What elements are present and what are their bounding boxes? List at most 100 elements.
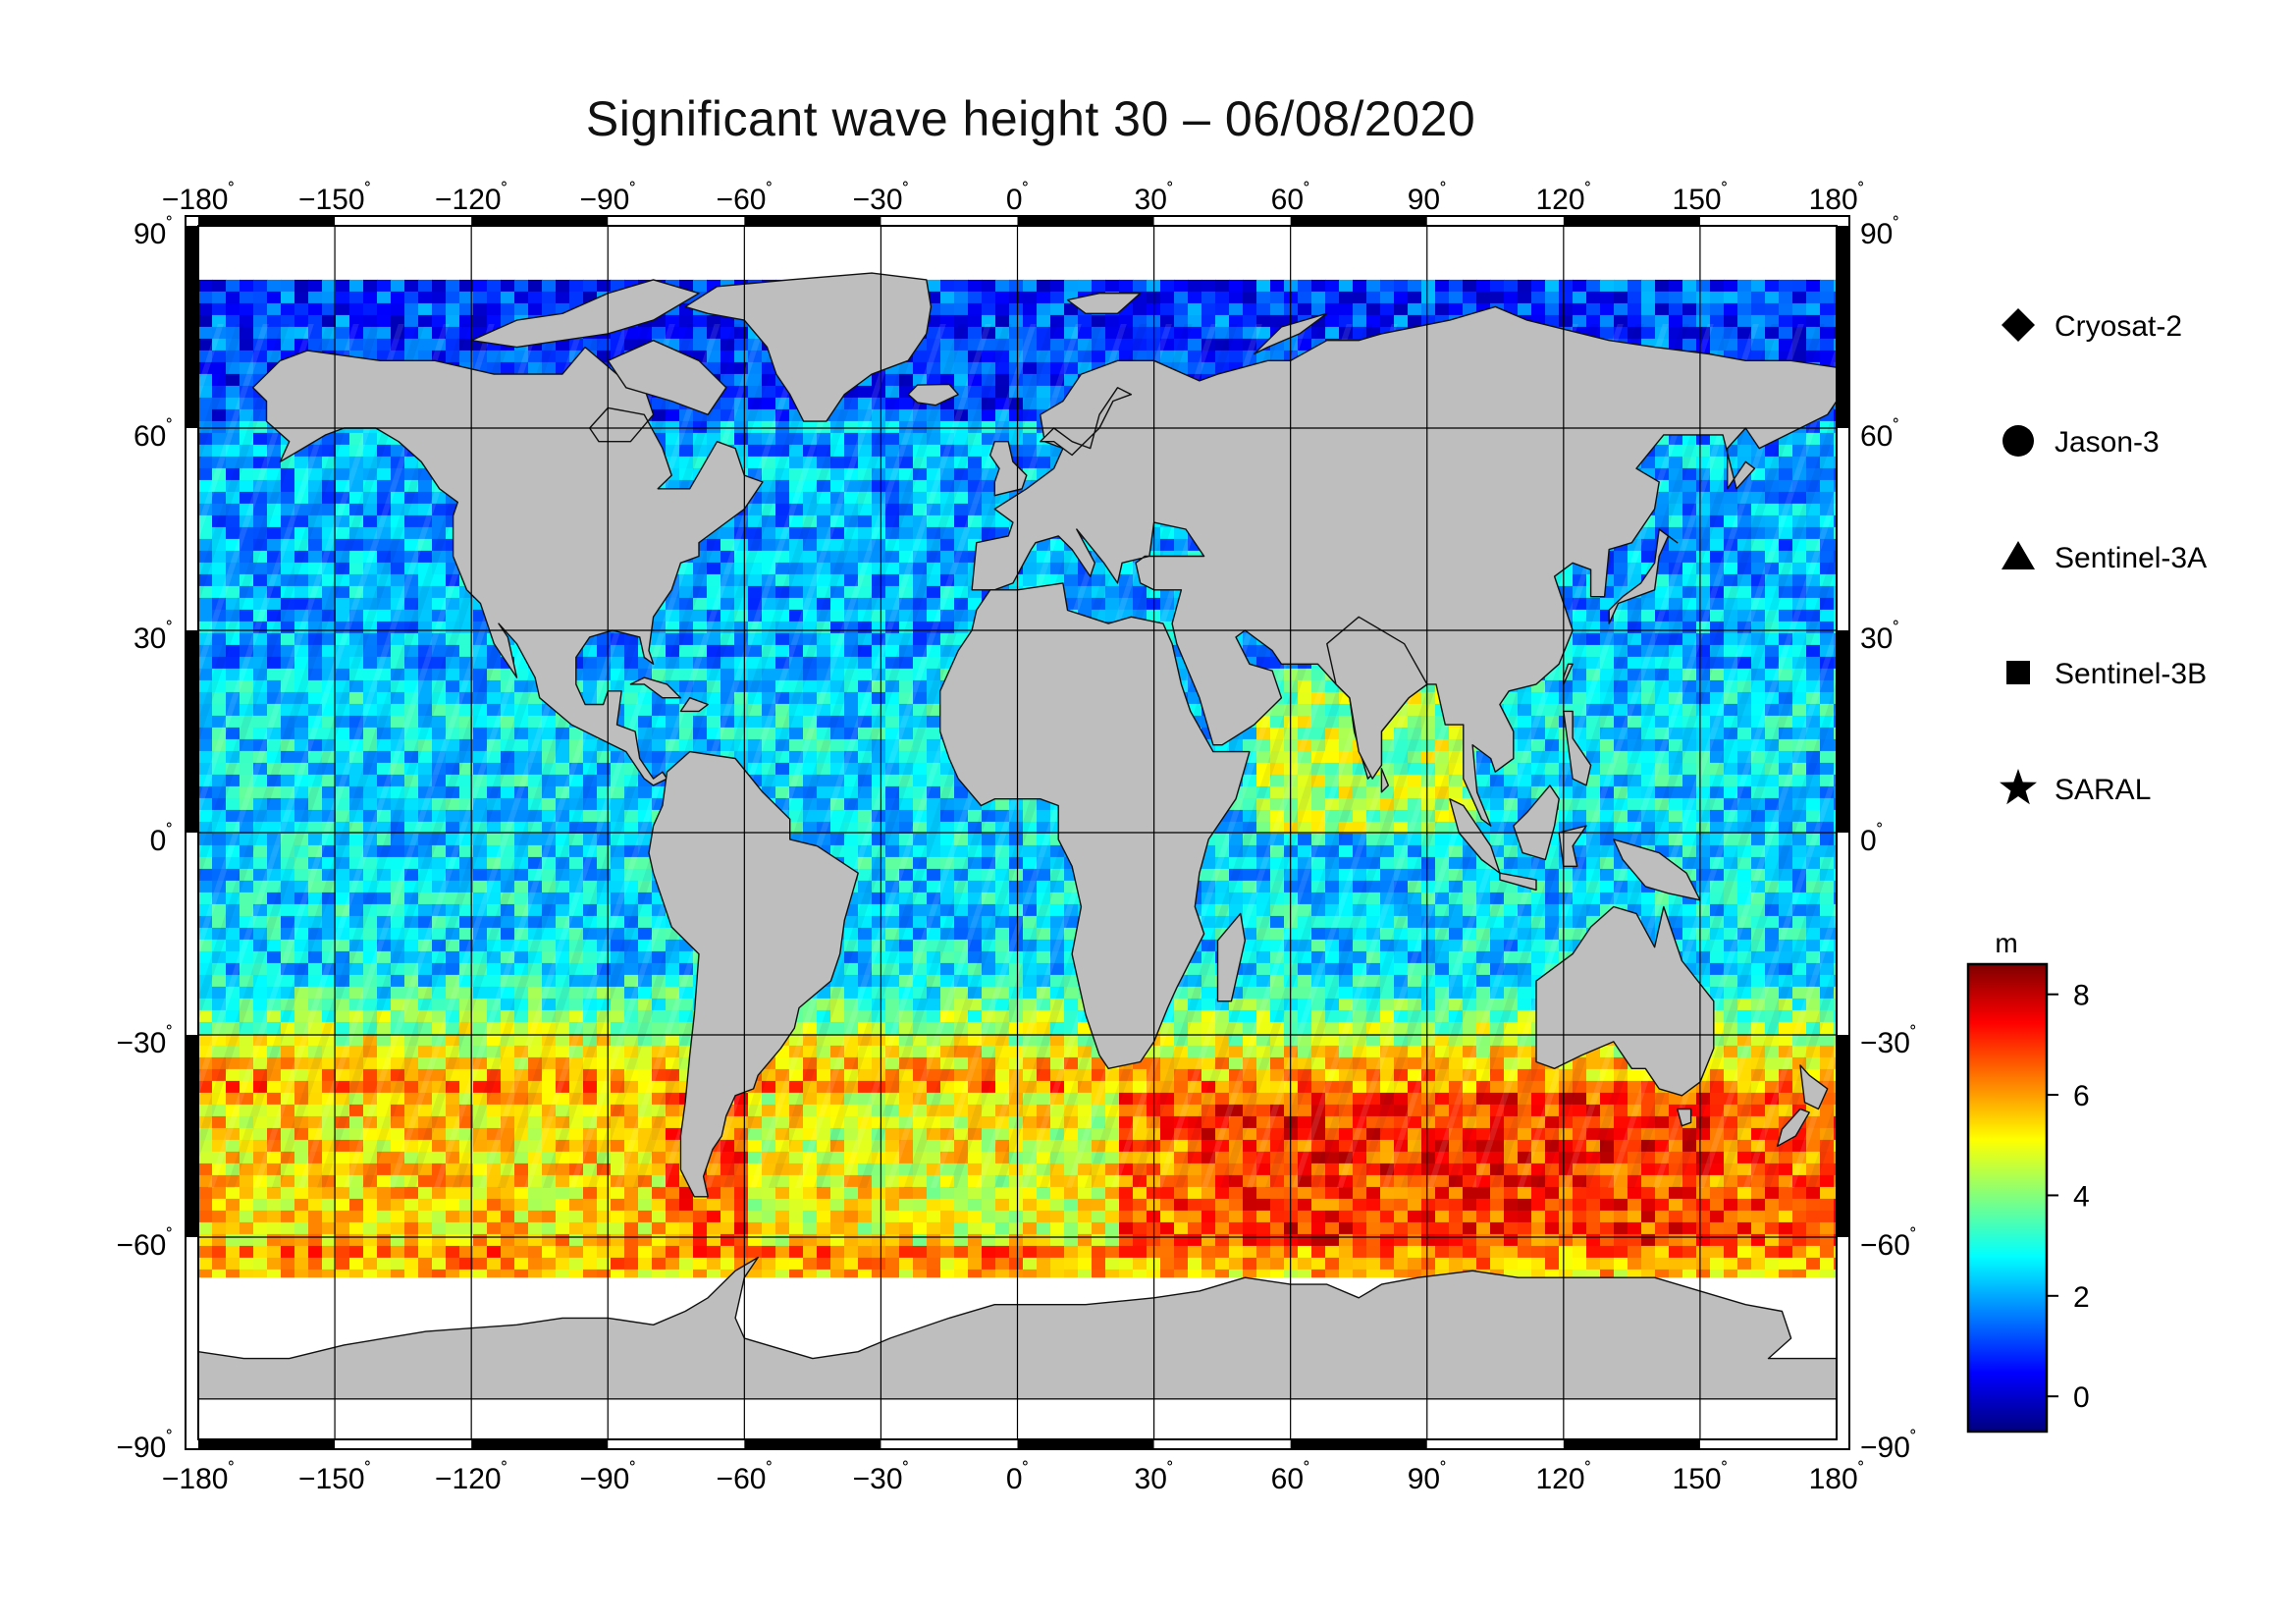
swh-cell xyxy=(294,1245,309,1259)
swh-cell xyxy=(556,1245,570,1259)
swh-cell xyxy=(446,302,460,316)
swh-cell xyxy=(514,1257,529,1271)
swh-cell xyxy=(404,1186,419,1200)
swh-cell xyxy=(954,1257,969,1271)
swh-cell xyxy=(322,1210,337,1223)
swh-cell xyxy=(240,1233,254,1247)
swh-cell xyxy=(501,279,515,293)
swh-cell xyxy=(446,1245,460,1259)
swh-cell xyxy=(363,1233,378,1247)
swh-cell xyxy=(487,302,502,316)
swh-cell xyxy=(446,1210,460,1223)
swh-cell xyxy=(872,1221,886,1235)
swh-cell xyxy=(872,1198,886,1212)
swh-cell xyxy=(501,1210,515,1223)
swh-cell xyxy=(611,1198,625,1212)
swh-cell xyxy=(528,1198,543,1212)
swh-cell xyxy=(542,1233,557,1247)
swh-cell xyxy=(336,291,350,304)
swh-cell xyxy=(624,1210,639,1223)
swh-cell xyxy=(885,1186,900,1200)
swh-cell xyxy=(473,291,488,304)
swh-cell xyxy=(391,1233,405,1247)
swh-cell xyxy=(446,1257,460,1271)
swh-cell xyxy=(775,1257,790,1271)
swh-cell xyxy=(349,302,364,316)
swh-cell xyxy=(240,1245,254,1259)
swh-cell xyxy=(556,1257,570,1271)
swh-cell xyxy=(514,1245,529,1259)
swh-cell xyxy=(349,1186,364,1200)
swh-cell xyxy=(308,1186,323,1200)
swh-cell xyxy=(693,1210,708,1223)
swh-cell xyxy=(803,1233,818,1247)
swh-cell xyxy=(363,1221,378,1235)
swh-cell xyxy=(473,1245,488,1259)
swh-cell xyxy=(308,1198,323,1212)
swh-cell xyxy=(418,1245,433,1259)
swh-cell xyxy=(226,1210,240,1223)
swh-cell xyxy=(294,1198,309,1212)
swh-cell xyxy=(542,1210,557,1223)
swh-cell xyxy=(927,279,941,293)
swh-cell xyxy=(597,1233,612,1247)
swh-cell xyxy=(253,1198,268,1212)
swh-cell xyxy=(748,1186,763,1200)
swh-cell xyxy=(322,1245,337,1259)
swh-cell xyxy=(487,1233,502,1247)
swh-cell xyxy=(391,291,405,304)
swh-cell xyxy=(226,1233,240,1247)
swh-cell xyxy=(226,1186,240,1200)
swh-cell xyxy=(281,1233,295,1247)
swh-cell xyxy=(226,1198,240,1212)
swh-cell xyxy=(638,1257,653,1271)
swh-cell xyxy=(556,291,570,304)
swh-cell xyxy=(721,1257,735,1271)
swh-cell xyxy=(583,1221,598,1235)
swh-cell xyxy=(528,1245,543,1259)
swh-cell xyxy=(514,279,529,293)
swh-cell xyxy=(954,1245,969,1259)
swh-cell xyxy=(432,1233,447,1247)
swh-cell xyxy=(762,1257,776,1271)
swh-cell xyxy=(294,1186,309,1200)
swh-cell xyxy=(872,1186,886,1200)
swh-cell xyxy=(940,1221,955,1235)
swh-cell xyxy=(404,302,419,316)
swh-cell xyxy=(789,1186,804,1200)
swh-cell xyxy=(432,1257,447,1271)
swh-cell xyxy=(707,1198,721,1212)
swh-cell xyxy=(404,1233,419,1247)
swh-cell xyxy=(391,1245,405,1259)
swh-cell xyxy=(844,1257,859,1271)
swh-cell xyxy=(418,279,433,293)
swh-cell xyxy=(267,1221,282,1235)
swh-cell xyxy=(569,291,584,304)
swh-cell xyxy=(308,1210,323,1223)
swh-cell xyxy=(198,302,213,316)
swh-cell xyxy=(927,1221,941,1235)
swh-cell xyxy=(198,291,213,304)
swh-cell xyxy=(583,1210,598,1223)
swh-cell xyxy=(418,1257,433,1271)
swh-cell xyxy=(789,1210,804,1223)
swh-cell xyxy=(638,1186,653,1200)
swh-cell xyxy=(253,1221,268,1235)
swh-cell xyxy=(940,279,955,293)
swh-cell xyxy=(253,279,268,293)
swh-cell xyxy=(679,1233,694,1247)
swh-cell xyxy=(913,1186,928,1200)
swh-cell xyxy=(281,291,295,304)
swh-cell xyxy=(872,1245,886,1259)
swh-cell xyxy=(899,1210,914,1223)
swh-cell xyxy=(569,1233,584,1247)
swh-cell xyxy=(212,1221,227,1235)
swh-cell xyxy=(638,1210,653,1223)
swh-cell xyxy=(721,1186,735,1200)
swh-cell xyxy=(748,1198,763,1212)
swh-cell xyxy=(473,279,488,293)
swh-cell xyxy=(638,1233,653,1247)
swh-cell xyxy=(872,1257,886,1271)
